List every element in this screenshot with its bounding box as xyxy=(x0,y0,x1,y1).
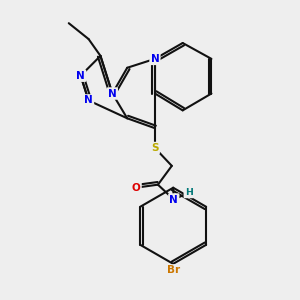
Text: N: N xyxy=(76,71,85,81)
Text: O: O xyxy=(132,183,140,193)
Text: N: N xyxy=(84,95,93,106)
Text: S: S xyxy=(151,143,159,153)
Text: Br: Br xyxy=(167,266,180,275)
Text: N: N xyxy=(151,54,159,64)
Text: H: H xyxy=(185,188,193,197)
Text: N: N xyxy=(169,194,178,205)
Text: N: N xyxy=(108,88,117,98)
